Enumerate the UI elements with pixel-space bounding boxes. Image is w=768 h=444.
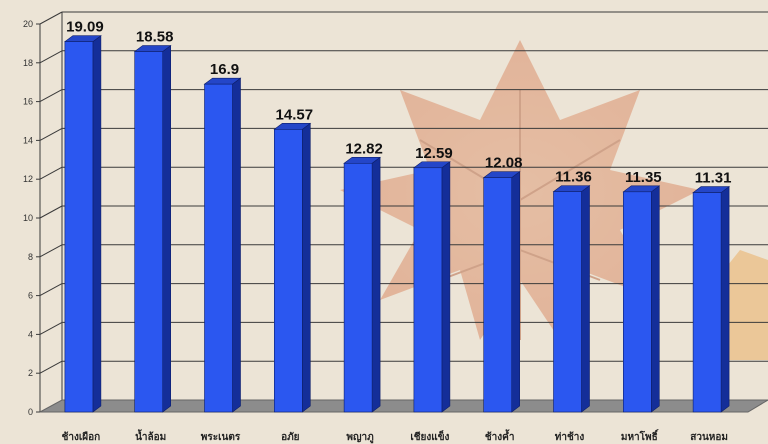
bar xyxy=(343,162,373,413)
bar-side xyxy=(581,185,590,413)
data-label: 19.09 xyxy=(66,19,104,36)
bar xyxy=(64,41,94,413)
bar-side xyxy=(511,171,521,413)
y-tick-label: 10 xyxy=(23,213,33,223)
bar-side xyxy=(92,35,102,413)
data-label: 11.35 xyxy=(625,169,662,186)
category-label: พญาภู xyxy=(346,432,374,444)
category-label: สวนหอม xyxy=(690,432,728,443)
bar-side xyxy=(650,185,660,413)
category-label: ท่าช้าง xyxy=(555,431,585,443)
bar xyxy=(553,191,582,413)
bar-side xyxy=(371,156,381,413)
category-label: พระเนตร xyxy=(201,432,241,443)
bar-side xyxy=(232,77,241,413)
data-label: 14.57 xyxy=(276,106,314,123)
gridline-side xyxy=(39,127,63,141)
bar-side xyxy=(720,185,730,413)
y-tick-label: 0 xyxy=(28,407,33,417)
category-label: ช้างเผือก xyxy=(62,431,101,443)
y-tick-label: 14 xyxy=(23,135,33,145)
data-label: 11.31 xyxy=(695,170,732,187)
y-tick-label: 4 xyxy=(28,329,33,339)
y-tick-label: 16 xyxy=(23,97,33,107)
gridline-side xyxy=(39,166,63,180)
gridline-side xyxy=(39,50,63,64)
data-label: 18.58 xyxy=(136,29,174,46)
data-label: 11.36 xyxy=(555,169,592,186)
gridline-side xyxy=(39,205,63,219)
y-tick-label: 20 xyxy=(23,19,33,29)
y-tick-label: 12 xyxy=(23,174,33,184)
y-tick-label: 18 xyxy=(23,58,33,68)
bar-side xyxy=(441,161,451,413)
bar xyxy=(134,51,163,413)
bar xyxy=(692,192,722,413)
gridline-side xyxy=(39,89,63,103)
bar xyxy=(273,129,303,413)
bar xyxy=(204,83,233,413)
bar xyxy=(483,177,513,413)
category-label: ช้างค้ำ xyxy=(485,429,515,443)
category-label: เชียงแข็ง xyxy=(410,429,449,443)
data-label: 12.08 xyxy=(485,155,523,172)
category-label: น้ำล้อม xyxy=(135,429,166,443)
gridline-side xyxy=(39,321,63,335)
y-tick-label: 8 xyxy=(28,252,33,262)
gridline-side xyxy=(39,360,63,374)
category-label: มหาโพธิ์ xyxy=(621,429,659,443)
bar-side xyxy=(301,122,311,413)
category-label: อภัย xyxy=(281,431,300,443)
gridline-side xyxy=(39,244,63,258)
bar-side xyxy=(162,44,171,413)
y-tick-label: 6 xyxy=(28,291,33,301)
gridline-side xyxy=(39,11,63,25)
bar xyxy=(413,167,443,413)
data-label: 12.82 xyxy=(345,140,383,157)
gridline-side xyxy=(39,283,63,297)
data-label: 12.59 xyxy=(415,145,453,162)
y-tick-label: 2 xyxy=(28,368,33,378)
bar xyxy=(622,191,652,413)
data-label: 16.9 xyxy=(210,61,239,78)
